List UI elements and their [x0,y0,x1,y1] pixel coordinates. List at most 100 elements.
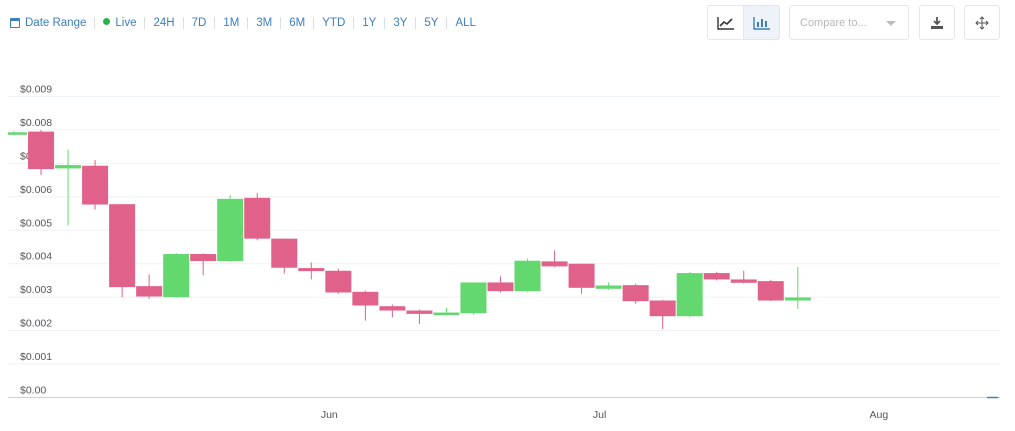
date-range-button[interactable]: Date Range [10,17,94,29]
divider [247,17,249,29]
candle-body-down [730,279,757,283]
candle-body-up [163,254,190,298]
candle[interactable] [163,253,190,298]
x-tick-label: Jul [593,409,606,421]
range-6m-button[interactable]: 6M [289,17,306,29]
candle-body-down [541,261,568,267]
divider [182,17,184,29]
candle-body-down [82,165,109,205]
divider [384,17,386,29]
candle-body-up [514,260,541,292]
live-label: Live [115,17,137,29]
candle[interactable] [8,131,27,136]
download-icon [931,16,943,29]
y-tick-label: $0.00 [20,385,46,397]
y-tick-label: $0.005 [20,217,52,229]
candle[interactable] [541,250,568,268]
candle-body-down [622,285,649,302]
candle-body-up [55,165,82,169]
divider [446,17,448,29]
candle-body-down [757,281,784,301]
candle[interactable] [406,309,433,324]
candle-body-down [325,270,352,293]
divider [214,17,216,29]
candle[interactable] [460,282,487,315]
compare-dropdown[interactable]: Compare to... [789,5,909,40]
live-button[interactable]: Live [95,17,144,29]
candlestick-icon [752,16,770,30]
move-arrows-icon [975,15,989,30]
range-selector: Date Range Live 24H 7D 1M 3M 6M YTD 1Y 3… [10,15,484,31]
candle-body-down [352,291,379,306]
candle[interactable] [298,262,325,280]
candle[interactable] [190,253,217,276]
range-1y-button[interactable]: 1Y [362,17,377,29]
candle[interactable] [325,268,352,294]
candle[interactable] [217,195,244,263]
divider [280,17,282,29]
candle[interactable] [244,192,271,241]
candle-body-up [676,273,703,317]
candle[interactable] [514,258,541,292]
candle[interactable] [784,267,811,309]
candle-body-down [703,273,730,280]
candle[interactable] [271,238,298,274]
pan-button[interactable] [964,5,1000,40]
candle[interactable] [136,274,163,299]
candle[interactable] [487,276,514,293]
compare-placeholder: Compare to... [800,16,867,29]
candle-body-down [487,282,514,292]
download-button[interactable] [919,5,955,40]
candle-body-up [784,297,811,301]
x-tick-label: Jun [321,409,338,421]
y-tick-label: $0.002 [20,318,52,330]
candle[interactable] [649,299,676,329]
divider [353,17,355,29]
range-24h-button[interactable]: 24H [153,17,175,29]
candle[interactable] [55,149,82,226]
x-tick-label: Aug [870,409,889,421]
chevron-down-icon [886,21,896,26]
chart-toolbar: Date Range Live 24H 7D 1M 3M 6M YTD 1Y 3… [0,0,1015,46]
candle[interactable] [703,271,730,281]
candle[interactable] [379,304,406,318]
candlestick-chart-button[interactable] [743,5,780,40]
range-5y-button[interactable]: 5Y [424,17,439,29]
candle-body-down [298,268,325,272]
candle[interactable] [595,282,622,290]
y-tick-label: $0.008 [20,117,52,129]
candle[interactable] [730,270,757,284]
candle[interactable] [82,160,109,210]
candle[interactable] [676,272,703,318]
divider [144,17,146,29]
candle-body-up [595,285,622,289]
candle-body-down [406,310,433,314]
candle-body-down [271,238,298,268]
candle[interactable] [28,129,55,176]
range-all-button[interactable]: ALL [455,17,476,29]
candle[interactable] [757,279,784,302]
candle-body-down [190,254,217,262]
range-ytd-button[interactable]: YTD [322,17,346,29]
candle[interactable] [622,283,649,304]
line-chart-icon [716,16,734,30]
y-tick-label: $0.006 [20,184,52,196]
candle[interactable] [109,204,136,298]
range-3m-button[interactable]: 3M [256,17,273,29]
candle-body-down [568,263,595,288]
y-tick-label: $0.003 [20,284,52,296]
candle-body-up [433,312,460,316]
y-tick-label: $0.004 [20,251,52,263]
candle-body-down [379,306,406,311]
candle-body-up [8,132,27,135]
divider [313,17,315,29]
range-7d-button[interactable]: 7D [191,17,207,29]
candle-body-down [28,131,55,170]
candle[interactable] [433,307,460,316]
candle[interactable] [352,290,379,321]
candle[interactable] [568,263,595,294]
range-1m-button[interactable]: 1M [223,17,240,29]
divider [415,17,417,29]
range-3y-button[interactable]: 3Y [393,17,408,29]
